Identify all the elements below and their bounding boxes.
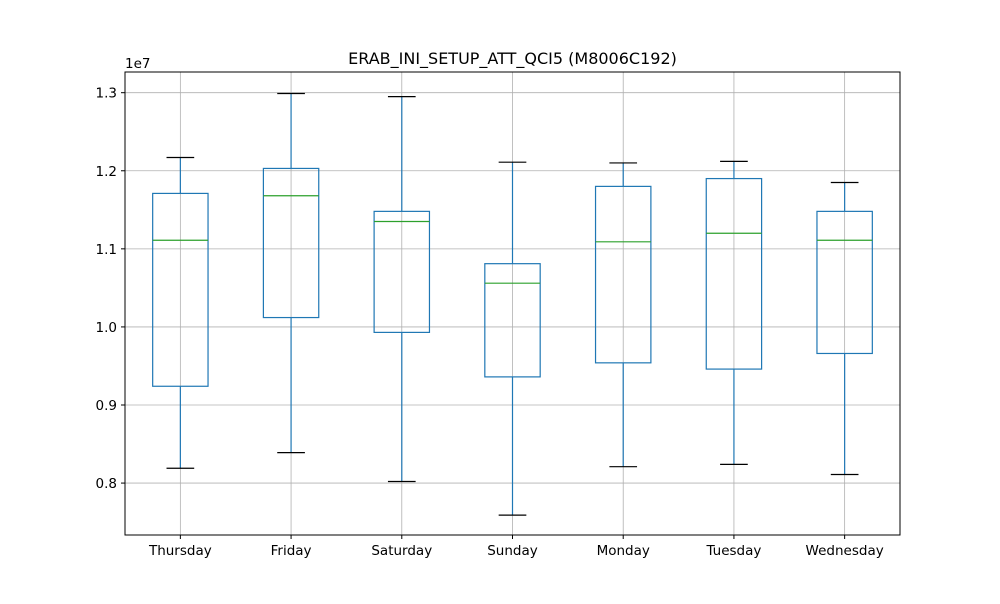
box-iqr <box>484 263 541 378</box>
y-tick-label: 0.9 <box>96 398 117 414</box>
y-tick-label: 1.2 <box>96 164 117 180</box>
chart-title: ERAB_INI_SETUP_ATT_QCI5 (M8006C192) <box>348 49 677 69</box>
box-iqr <box>262 167 320 319</box>
y-tick-label: 0.8 <box>96 476 117 492</box>
box-group-friday <box>262 92 320 454</box>
x-tick-label: Wednesday <box>806 543 884 559</box>
x-tick-label: Monday <box>597 543 650 559</box>
x-tick-label: Sunday <box>487 543 538 559</box>
box-group-thursday <box>152 156 209 469</box>
box-group-tuesday <box>705 160 763 465</box>
box-iqr <box>594 185 652 364</box>
box-group-sunday <box>484 161 541 516</box>
x-tick-label: Tuesday <box>705 543 761 559</box>
y-axis-offset-label: 1e7 <box>125 56 150 72</box>
x-tick-label: Friday <box>271 543 312 559</box>
box-layer <box>152 92 873 516</box>
box-group-wednesday <box>816 181 873 476</box>
box-group-saturday <box>373 95 431 483</box>
box-iqr <box>816 210 873 355</box>
y-tick-label: 1.3 <box>96 86 117 102</box>
box-iqr <box>705 177 763 370</box>
y-tick-label: 1.1 <box>96 242 117 258</box>
x-tick-label: Thursday <box>148 543 212 559</box>
tick-layer: 0.8 0.9 1.0 1.1 1.2 1.3 Thursday Friday Saturday… <box>96 86 884 559</box>
box-iqr <box>373 210 431 333</box>
box-iqr <box>152 192 209 387</box>
box-group-monday <box>594 162 652 468</box>
x-tick-label: Saturday <box>371 543 432 559</box>
y-tick-label: 1.0 <box>96 320 117 336</box>
